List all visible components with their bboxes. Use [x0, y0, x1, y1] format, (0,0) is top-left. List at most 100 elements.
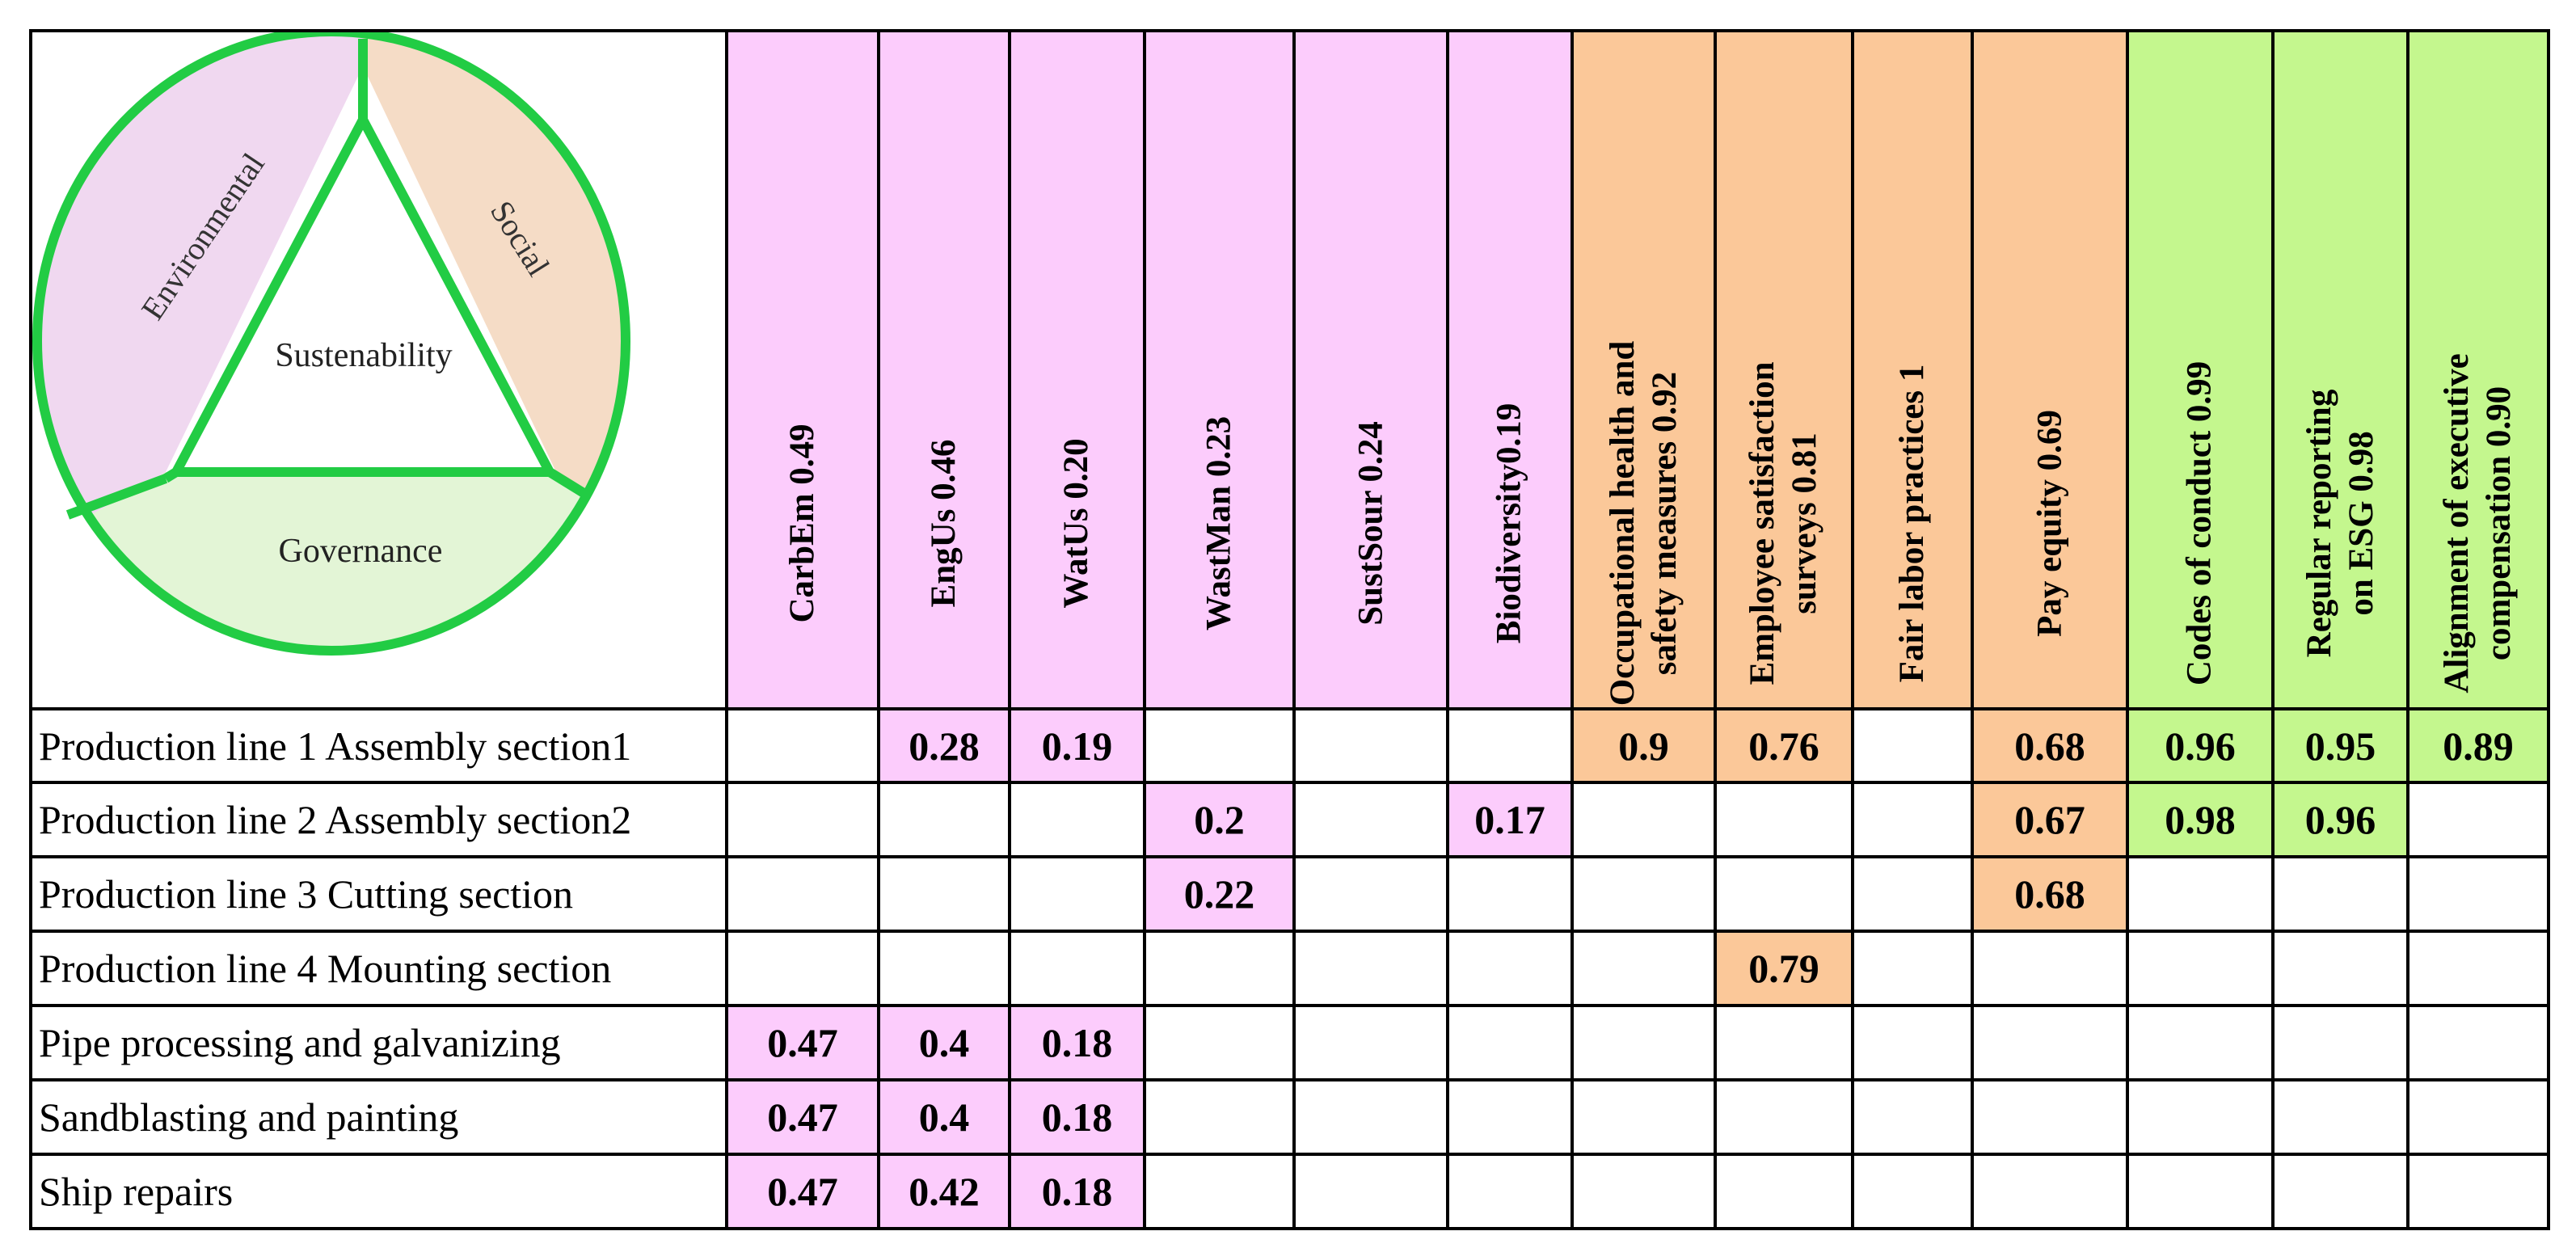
- column-header-text: Fair labor practices 1: [1891, 364, 1933, 682]
- value-cell: [1294, 857, 1448, 931]
- value-cell: [1294, 931, 1448, 1006]
- value-cell: 0.76: [1715, 709, 1853, 782]
- value-cell: 0.2: [1145, 782, 1294, 857]
- column-header-line: Occupational health and: [1603, 340, 1642, 706]
- row-label: Production line 1 Assembly section1: [39, 723, 632, 769]
- column-header: Codes of conduct 0.99: [2127, 31, 2273, 709]
- grid-line: [29, 781, 2550, 784]
- value-cell: 0.18: [1010, 1154, 1145, 1229]
- column-header-text: Biodiversity0.19: [1489, 403, 1531, 643]
- value-cell: [1294, 709, 1448, 782]
- value-cell: [1572, 1006, 1715, 1080]
- value-cell: [1145, 1006, 1294, 1080]
- grid-line: [29, 707, 2550, 710]
- column-header: EngUs 0.46: [879, 31, 1010, 709]
- grid-line: [29, 29, 32, 1230]
- value-cell: [1853, 857, 1972, 931]
- sustainability-diagram: Environmental Social Sustenability Gover…: [32, 31, 630, 656]
- value-cell: [1853, 931, 1972, 1006]
- value-cell: [1448, 1080, 1572, 1154]
- value-cell: [1010, 931, 1145, 1006]
- value-cell: [1853, 1080, 1972, 1154]
- column-header: SustSour 0.24: [1294, 31, 1448, 709]
- value-cell: 0.4: [879, 1080, 1010, 1154]
- grid-line: [29, 1153, 2550, 1156]
- grid-line: [29, 1004, 2550, 1007]
- value-cell: [2273, 1080, 2408, 1154]
- value-cell: [727, 931, 879, 1006]
- value-cell: 0.79: [1715, 931, 1853, 1006]
- value-cell: 0.67: [1972, 782, 2127, 857]
- grid-line: [1292, 29, 1296, 1230]
- value-cell: [1448, 931, 1572, 1006]
- value-cell: 0.22: [1145, 857, 1294, 931]
- governance-label: Governance: [279, 533, 443, 570]
- column-header-text: Alignment of executive compensation 0.90: [2436, 353, 2520, 693]
- row-label: Ship repairs: [39, 1169, 234, 1214]
- column-header-line: EngUs 0.46: [925, 439, 963, 607]
- grid-line: [29, 930, 2550, 933]
- grid-line: [2271, 29, 2275, 1230]
- value-cell: [1448, 857, 1572, 931]
- column-header-line: CarbEm 0.49: [783, 423, 821, 623]
- column-header: Regular reporting on ESG 0.98: [2273, 31, 2408, 709]
- column-header-line: Biodiversity0.19: [1490, 403, 1529, 643]
- row-label: Production line 2 Assembly section2: [39, 797, 632, 842]
- value-cell: [879, 857, 1010, 931]
- value-cell: [1294, 1006, 1448, 1080]
- center-label: Sustenability: [275, 337, 452, 374]
- value-cell: 0.42: [879, 1154, 1010, 1229]
- value-cell: 0.4: [879, 1006, 1010, 1080]
- row-label: Production line 3 Cutting section: [39, 871, 574, 917]
- value-cell: [1572, 931, 1715, 1006]
- grid-line: [877, 29, 880, 1230]
- value-cell: [1715, 782, 1853, 857]
- value-cell: [727, 709, 879, 782]
- value-cell: [1010, 782, 1145, 857]
- value-cell: [1853, 709, 1972, 782]
- value-cell: [1145, 1154, 1294, 1229]
- value-cell: 0.18: [1010, 1006, 1145, 1080]
- value-cell: [2408, 1080, 2549, 1154]
- value-cell: [1448, 1006, 1572, 1080]
- column-header-line: compensation 0.90: [2480, 386, 2518, 660]
- column-header: Biodiversity0.19: [1448, 31, 1572, 709]
- value-cell: [1572, 1080, 1715, 1154]
- value-cell: [1715, 1006, 1853, 1080]
- value-cell: 0.18: [1010, 1080, 1145, 1154]
- row-label: Sandblasting and painting: [39, 1094, 459, 1140]
- value-cell: [2408, 931, 2549, 1006]
- value-cell: [2408, 1006, 2549, 1080]
- value-cell: 0.89: [2408, 709, 2549, 782]
- value-cell: [1972, 1154, 2127, 1229]
- column-header-line: SustSour 0.24: [1351, 420, 1389, 626]
- value-cell: [1294, 1154, 1448, 1229]
- value-cell: [1715, 857, 1853, 931]
- value-cell: [1715, 1154, 1853, 1229]
- column-header-line: WastMan 0.23: [1199, 415, 1238, 630]
- column-header-text: Occupational health and safety measures 0…: [1602, 340, 1686, 706]
- value-cell: [1294, 782, 1448, 857]
- value-cell: [2273, 857, 2408, 931]
- value-cell: [1145, 931, 1294, 1006]
- governance-segment: [37, 472, 626, 651]
- value-cell: [1294, 1080, 1448, 1154]
- column-header-line: WatUs 0.20: [1057, 437, 1096, 609]
- value-cell: [879, 931, 1010, 1006]
- grid-line: [29, 855, 2550, 858]
- value-cell: 0.68: [1972, 857, 2127, 931]
- value-cell: [2127, 931, 2273, 1006]
- column-header-text: WatUs 0.20: [1056, 438, 1098, 608]
- column-header-line: on ESG 0.98: [2342, 430, 2380, 616]
- column-header-text: EngUs 0.46: [923, 439, 965, 607]
- value-cell: 0.47: [727, 1006, 879, 1080]
- value-cell: [2127, 857, 2273, 931]
- column-header-text: Regular reporting on ESG 0.98: [2299, 389, 2383, 657]
- grid-line: [2126, 29, 2129, 1230]
- value-cell: [2408, 1154, 2549, 1229]
- value-cell: 0.19: [1010, 709, 1145, 782]
- column-header-line: safety measures 0.92: [1645, 371, 1684, 675]
- value-cell: [2408, 782, 2549, 857]
- column-header: Employee satisfaction surveys 0.81: [1715, 31, 1853, 709]
